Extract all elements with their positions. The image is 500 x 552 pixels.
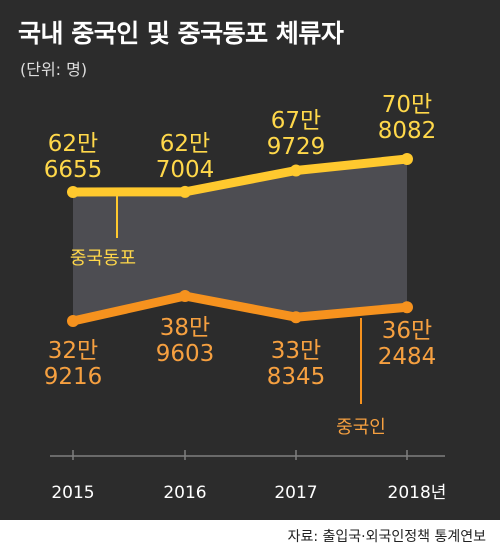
data-point [290,164,302,177]
data-point [401,301,413,314]
series-line-중국인 [72,291,408,326]
data-point [290,311,302,324]
unit-label: (단위: 명) [20,60,88,79]
data-label: 36만 2484 [378,318,437,370]
data-label: 62만 6655 [44,131,103,183]
data-label: 62만 7004 [156,131,215,183]
data-label: 70만 8082 [378,92,437,144]
data-point [179,290,191,302]
line-chart: 2015 2016 2017 2018년 62만 6655 62만 7004 67만 9729 70… [44,92,447,503]
source-note: 자료: 출입국·외국인정책 통계연보 [287,529,486,545]
data-point [67,315,79,327]
data-label: 38만 9603 [156,315,215,367]
data-point [67,186,79,198]
chart-card: 국내 중국인 및 중국동포 체류자 (단위: 명) 2015 2016 2017 20… [0,0,500,520]
x-tick-label: 2016 [163,483,206,503]
x-tick-label: 2018년 [388,483,447,503]
series-name-중국인: 중국인 [336,417,386,438]
series-name-중국동포: 중국동포 [70,248,136,269]
data-point [179,185,191,198]
data-point [401,153,413,165]
data-label: 32만 9216 [44,338,103,390]
data-label: 33만 8345 [267,338,326,390]
x-tick-label: 2015 [51,483,94,503]
chart-title: 국내 중국인 및 중국동포 체류자 [18,19,344,48]
gap-area [73,159,407,321]
data-label: 67만 9729 [267,108,326,160]
series-line-중국동포 [72,154,408,197]
x-tick-label: 2017 [274,483,317,503]
